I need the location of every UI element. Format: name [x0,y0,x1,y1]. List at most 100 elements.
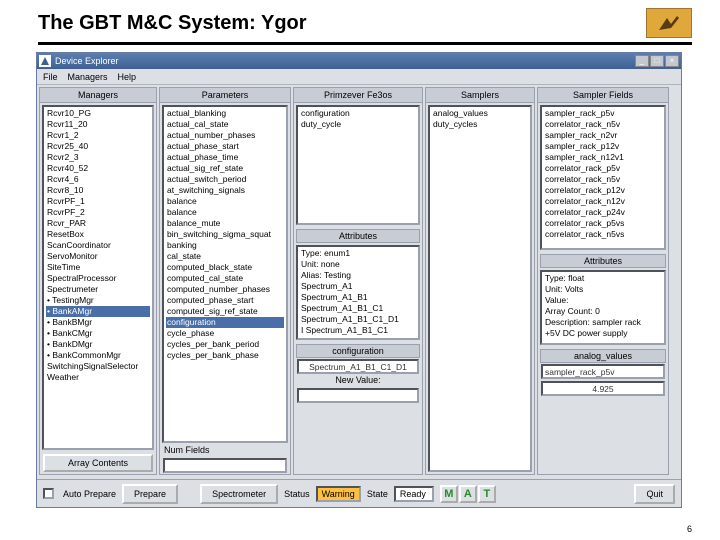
list-item[interactable]: computed_sig_ref_state [166,306,284,317]
list-item[interactable]: correlator_rack_p24v [544,207,662,218]
list-item[interactable]: Type: enum1 [300,248,416,259]
list-item[interactable]: cycle_phase [166,328,284,339]
list-item[interactable]: bin_switching_sigma_squat [166,229,284,240]
list-item[interactable]: Rcvr2_3 [46,152,150,163]
list-item[interactable]: • BankCommonMgr [46,350,150,361]
prepare-button[interactable]: Prepare [122,484,178,504]
list-item[interactable]: actual_phase_time [166,152,284,163]
list-item[interactable]: correlator_rack_n12v [544,196,662,207]
list-item[interactable]: ScanCoordinator [46,240,150,251]
list-item[interactable]: Rcvr4_6 [46,174,150,185]
list-item[interactable]: correlator_rack_p12v [544,185,662,196]
list-item[interactable]: cal_state [166,251,284,262]
list-item[interactable]: correlator_rack_n5v [544,119,662,130]
list-item[interactable]: cycles_per_bank_phase [166,350,284,361]
mat-t-button[interactable]: T [478,485,496,503]
list-item[interactable]: Value: [544,295,662,306]
new-value-input[interactable] [297,388,419,403]
list-item[interactable]: banking [166,240,284,251]
list-item[interactable]: actual_sig_ref_state [166,163,284,174]
menu-managers[interactable]: Managers [68,72,108,82]
minimize-button[interactable]: _ [635,55,649,67]
samplers-list[interactable]: analog_valuesduty_cycles [428,105,532,472]
spectrometer-button[interactable]: Spectrometer [200,484,278,504]
list-item[interactable]: actual_switch_period [166,174,284,185]
menu-help[interactable]: Help [118,72,137,82]
list-item[interactable]: configuration [300,108,416,119]
list-item[interactable]: correlator_rack_p5vs [544,218,662,229]
list-item[interactable]: • TestingMgr [46,295,150,306]
list-item[interactable]: Description: sampler rack [544,317,662,328]
list-item[interactable]: Weather [46,372,150,383]
list-item[interactable]: • BankDMgr [46,339,150,350]
auto-prepare-checkbox[interactable] [43,488,54,499]
list-item[interactable]: sampler_rack_n2vr [544,130,662,141]
list-item[interactable]: balance [166,196,284,207]
list-item[interactable]: duty_cycle [300,119,416,130]
list-item[interactable]: sampler_rack_p5v [544,108,662,119]
list-item[interactable]: Spectrumeter [46,284,150,295]
list-item[interactable]: Spectrum_A1_B1 [300,292,416,303]
list-item[interactable]: computed_number_phases [166,284,284,295]
list-item[interactable]: Rcvr1_2 [46,130,150,141]
list-item[interactable]: Unit: Volts [544,284,662,295]
close-button[interactable]: × [665,55,679,67]
list-item[interactable]: ResetBox [46,229,150,240]
list-item[interactable]: I Spectrum_A1_B1_C1 [300,325,416,336]
list-item[interactable]: actual_blanking [166,108,284,119]
array-contents-button[interactable]: Array Contents [43,454,153,472]
list-item[interactable]: Array Count: 0 [544,306,662,317]
list-item[interactable]: computed_black_state [166,262,284,273]
list-item[interactable]: Rcvr40_52 [46,163,150,174]
list-item[interactable]: computed_phase_start [166,295,284,306]
list-item[interactable]: Rcvr10_PG [46,108,150,119]
list-item[interactable]: Unit: none [300,259,416,270]
list-item[interactable]: RcvrPF_1 [46,196,150,207]
list-item[interactable]: Rcvr25_40 [46,141,150,152]
list-item[interactable]: correlator_rack_n5v [544,174,662,185]
list-item[interactable]: computed_cal_state [166,273,284,284]
list-item[interactable]: Rcvr8_10 [46,185,150,196]
list-item[interactable]: analog_values [432,108,528,119]
list-item[interactable]: actual_cal_state [166,119,284,130]
mat-m-button[interactable]: M [440,485,458,503]
attributes-list[interactable]: Type: enum1Unit: noneAlias: TestingSpect… [296,245,420,340]
list-item[interactable]: correlator_rack_n5vs [544,229,662,240]
quit-button[interactable]: Quit [634,484,675,504]
list-item[interactable]: Spectrum_A1_B1_C1 [300,303,416,314]
list-item[interactable]: ServoMonitor [46,251,150,262]
list-item[interactable]: SpectralProcessor [46,273,150,284]
list-item[interactable]: • BankCMgr [46,328,150,339]
list-item[interactable]: actual_phase_start [166,141,284,152]
list-item[interactable]: Alias: Testing [300,270,416,281]
maximize-button[interactable]: □ [650,55,664,67]
managers-list[interactable]: Rcvr10_PGRcvr11_20Rcvr1_2Rcvr25_40Rcvr2_… [42,105,154,450]
list-item[interactable]: cycles_per_bank_period [166,339,284,350]
list-item[interactable]: +5V DC power supply [544,328,662,339]
num-fields-field[interactable] [163,458,287,473]
list-item[interactable]: at_switching_signals [166,185,284,196]
list-item[interactable]: balance [166,207,284,218]
list-item[interactable]: • BankAMgr [46,306,150,317]
list-item[interactable]: Type: float [544,273,662,284]
list-item[interactable]: configuration [166,317,284,328]
list-item[interactable]: Spectrum_A1 [300,281,416,292]
list-item[interactable]: • BankBMgr [46,317,150,328]
mat-a-button[interactable]: A [459,485,477,503]
list-item[interactable]: RcvrPF_2 [46,207,150,218]
parameters-list[interactable]: actual_blankingactual_cal_stateactual_nu… [162,105,288,443]
list-item[interactable]: sampler_rack_n12v1 [544,152,662,163]
list-item[interactable]: duty_cycles [432,119,528,130]
list-item[interactable]: Rcvr_PAR [46,218,150,229]
list-item[interactable]: SwitchingSignalSelector [46,361,150,372]
attributes-right-list[interactable]: Type: floatUnit: VoltsValue:Array Count:… [540,270,666,345]
list-item[interactable]: Rcvr11_20 [46,119,150,130]
primzever-list[interactable]: configurationduty_cycle [296,105,420,225]
sampler-fields-list[interactable]: sampler_rack_p5vcorrelator_rack_n5vsampl… [540,105,666,250]
list-item[interactable]: SiteTime [46,262,150,273]
list-item[interactable]: sampler_rack_p12v [544,141,662,152]
menu-file[interactable]: File [43,72,58,82]
list-item[interactable]: Spectrum_A1_B1_C1_D1 [300,314,416,325]
list-item[interactable]: actual_number_phases [166,130,284,141]
list-item[interactable]: balance_mute [166,218,284,229]
